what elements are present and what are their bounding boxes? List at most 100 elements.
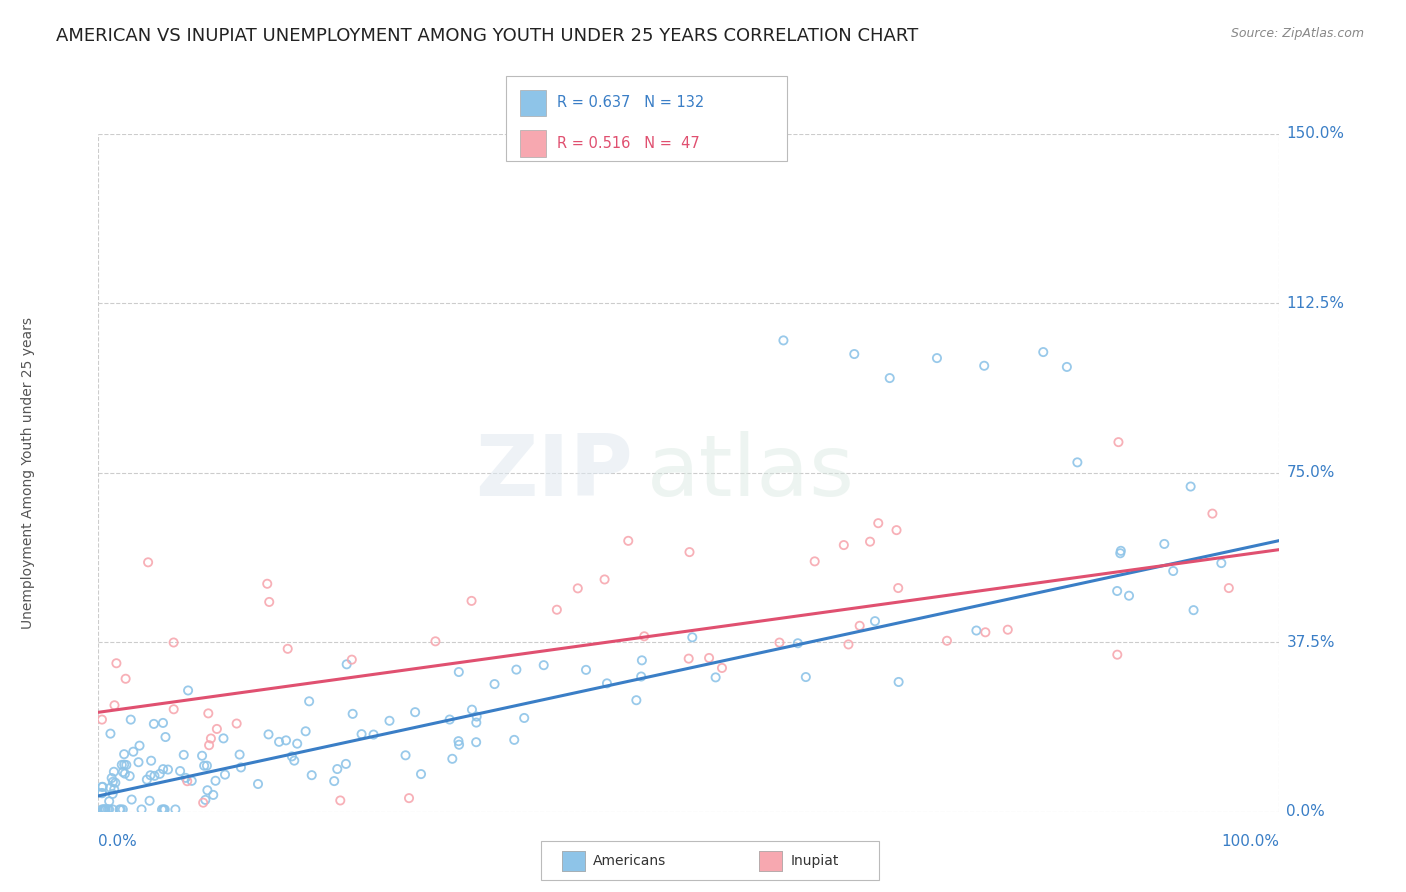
Point bbox=[114, 766, 136, 780]
Point bbox=[997, 623, 1019, 637]
Point bbox=[859, 534, 882, 549]
Point bbox=[128, 739, 150, 753]
Point bbox=[202, 788, 225, 802]
Point bbox=[193, 758, 215, 772]
Point bbox=[105, 657, 128, 671]
Point bbox=[575, 663, 598, 677]
Point bbox=[886, 523, 908, 537]
Point bbox=[567, 582, 589, 596]
Text: Source: ZipAtlas.com: Source: ZipAtlas.com bbox=[1230, 27, 1364, 40]
Point bbox=[156, 763, 179, 777]
Text: Americans: Americans bbox=[593, 854, 666, 868]
Point bbox=[93, 802, 115, 816]
Point bbox=[879, 371, 901, 385]
Point bbox=[633, 629, 655, 643]
Point bbox=[461, 703, 484, 717]
Point bbox=[112, 747, 135, 762]
Point bbox=[98, 802, 121, 816]
Point bbox=[111, 757, 134, 772]
Point bbox=[1211, 556, 1233, 570]
Point bbox=[340, 653, 363, 667]
Text: Unemployment Among Youth under 25 years: Unemployment Among Youth under 25 years bbox=[21, 317, 35, 629]
Point bbox=[1107, 584, 1129, 599]
Point bbox=[198, 738, 221, 752]
Point bbox=[101, 774, 124, 789]
Point bbox=[593, 573, 616, 587]
Point bbox=[163, 702, 186, 716]
Point bbox=[863, 614, 886, 628]
Point bbox=[505, 663, 527, 677]
Point bbox=[887, 581, 910, 595]
Point bbox=[681, 630, 703, 644]
Point bbox=[91, 780, 114, 794]
Point bbox=[285, 737, 308, 751]
Text: 150.0%: 150.0% bbox=[1286, 127, 1344, 141]
Point bbox=[350, 727, 373, 741]
Point bbox=[131, 802, 153, 816]
Point bbox=[174, 771, 197, 785]
Point bbox=[596, 676, 619, 690]
Point bbox=[194, 793, 217, 807]
Point bbox=[1109, 546, 1132, 560]
Point bbox=[772, 334, 794, 348]
Point bbox=[460, 594, 482, 608]
Point bbox=[138, 794, 160, 808]
Point bbox=[247, 777, 270, 791]
Point bbox=[281, 749, 304, 764]
Point bbox=[195, 758, 218, 772]
Point bbox=[177, 683, 200, 698]
Point bbox=[832, 538, 855, 552]
Point bbox=[1118, 589, 1140, 603]
Point bbox=[103, 764, 125, 779]
Point bbox=[465, 715, 488, 730]
Point bbox=[204, 773, 226, 788]
Point bbox=[678, 651, 700, 665]
Point bbox=[100, 771, 122, 785]
Point bbox=[513, 711, 536, 725]
Point bbox=[974, 625, 997, 640]
Point bbox=[465, 709, 488, 723]
Text: Inupiat: Inupiat bbox=[790, 854, 838, 868]
Point bbox=[191, 748, 214, 763]
Text: 100.0%: 100.0% bbox=[1222, 834, 1279, 849]
Point bbox=[323, 774, 346, 789]
Point bbox=[104, 775, 127, 789]
Point bbox=[1056, 359, 1078, 374]
Point bbox=[176, 774, 198, 789]
Text: 75.0%: 75.0% bbox=[1286, 466, 1334, 480]
Point bbox=[257, 595, 280, 609]
Point bbox=[704, 670, 727, 684]
Point bbox=[121, 792, 143, 806]
Point bbox=[257, 727, 280, 741]
Point bbox=[626, 693, 648, 707]
Point bbox=[91, 802, 114, 816]
Point bbox=[326, 762, 349, 776]
Text: Americans: Americans bbox=[593, 854, 666, 868]
Point bbox=[925, 351, 948, 365]
Point bbox=[94, 802, 117, 816]
Point bbox=[868, 516, 890, 531]
Point bbox=[91, 713, 114, 727]
Point bbox=[768, 635, 790, 649]
Point bbox=[101, 787, 124, 801]
Point bbox=[1032, 345, 1054, 359]
Point bbox=[465, 735, 488, 749]
Point bbox=[122, 745, 145, 759]
Point bbox=[1180, 479, 1202, 493]
Point bbox=[274, 733, 297, 747]
Text: 0.0%: 0.0% bbox=[98, 834, 138, 849]
Point bbox=[1066, 455, 1088, 469]
Point bbox=[98, 794, 121, 808]
Point bbox=[425, 634, 447, 648]
Point bbox=[180, 773, 202, 788]
Point bbox=[228, 747, 250, 762]
Point bbox=[803, 554, 825, 568]
Point bbox=[150, 802, 173, 816]
Point bbox=[887, 675, 910, 690]
Point bbox=[335, 756, 357, 771]
Text: R = 0.637   N = 132: R = 0.637 N = 132 bbox=[557, 95, 704, 111]
Point bbox=[97, 802, 120, 816]
Point bbox=[169, 764, 191, 778]
Point bbox=[108, 802, 131, 816]
Point bbox=[193, 796, 215, 810]
